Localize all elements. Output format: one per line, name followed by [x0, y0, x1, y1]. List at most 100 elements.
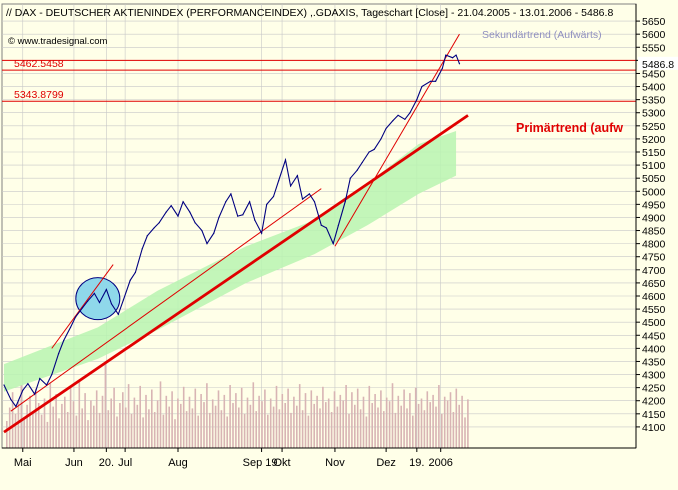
volume-bar [342, 400, 344, 448]
price-point [361, 161, 363, 164]
price-point [153, 227, 155, 229]
price-point [242, 214, 244, 216]
price-point [27, 383, 29, 385]
y-tick-label: 5550 [642, 42, 666, 54]
volume-bar [49, 383, 52, 448]
y-tick-label: 4100 [642, 422, 666, 434]
volume-bar [223, 394, 226, 448]
price-point [39, 377, 41, 380]
volume-bar [278, 409, 281, 448]
volume-bar [90, 400, 92, 448]
volume-bar [84, 393, 86, 448]
volume-bar [200, 394, 202, 448]
volume-bar [406, 408, 408, 448]
volume-bar [371, 403, 373, 448]
volume-bar [35, 388, 37, 448]
x-tick-label: 20. [99, 457, 114, 469]
last-value-label: 5486.8 [642, 59, 674, 71]
price-point [320, 224, 322, 226]
price-point [452, 57, 454, 59]
volume-bar [449, 392, 452, 448]
volume-bar [11, 392, 14, 448]
y-tick-label: 5200 [642, 134, 666, 146]
volume-bar [194, 388, 197, 448]
volume-bar [203, 402, 205, 448]
volume-bar [351, 392, 353, 448]
volume-bar [240, 387, 243, 448]
volume-bar [255, 411, 257, 448]
price-point [397, 114, 399, 116]
volume-bar [345, 385, 347, 448]
volume-bar [327, 398, 330, 448]
price-point [278, 180, 280, 182]
price-point [325, 227, 328, 229]
price-point [134, 271, 136, 274]
volume-bar [269, 398, 272, 448]
watermark: © www.tradesignal.com [8, 36, 107, 47]
volume-bar [322, 386, 324, 448]
volume-bar [319, 408, 321, 448]
volume-bar [148, 409, 150, 448]
volume-bar [362, 396, 365, 448]
volume-bar [185, 411, 188, 448]
y-tick-label: 4350 [642, 356, 666, 368]
volume-bar [330, 412, 333, 448]
volume-bar [284, 403, 286, 448]
volume-bar [374, 394, 376, 448]
price-point [141, 248, 143, 250]
x-tick-label: Aug [168, 457, 188, 469]
price-point [57, 353, 60, 355]
volume-bar [180, 403, 182, 448]
volume-bar [168, 406, 170, 448]
volume-bar [298, 384, 301, 448]
volume-bar [290, 412, 292, 448]
volume-bar [365, 416, 368, 448]
y-tick-label: 5000 [642, 186, 666, 198]
price-point [158, 222, 160, 224]
x-tick-label: Sep 19. [243, 457, 281, 469]
volume-bar [113, 387, 115, 448]
volume-bar [127, 384, 130, 448]
volume-bar [394, 412, 397, 448]
volume-bar [458, 404, 460, 448]
volume-bar [174, 419, 176, 448]
y-tick-label: 5350 [642, 95, 666, 107]
volume-bar [6, 421, 8, 448]
volume-bar [43, 398, 46, 448]
y-tick-label: 4700 [642, 265, 666, 277]
y-tick-label: 5400 [642, 82, 666, 94]
y-tick-label: 4800 [642, 239, 666, 251]
price-point [15, 405, 17, 408]
price-point [337, 224, 339, 226]
volume-bars [6, 364, 469, 448]
price-point [404, 118, 406, 120]
volume-bar [142, 417, 144, 448]
price-point [86, 300, 89, 302]
level-label: 5462.5458 [14, 58, 64, 70]
price-point [225, 201, 227, 203]
volume-bar [81, 408, 83, 448]
volume-bar [409, 393, 411, 448]
x-tick-label: Jul [118, 457, 132, 469]
volume-bar [443, 396, 446, 448]
volume-bar [64, 396, 66, 448]
volume-bar [275, 385, 278, 448]
price-point [189, 211, 191, 213]
price-point [416, 99, 418, 101]
volume-bar [206, 383, 208, 448]
price-point [22, 389, 24, 391]
x-tick-label: Jun [65, 457, 83, 469]
volume-bar [197, 415, 199, 448]
price-point [75, 316, 77, 318]
y-tick-label: 5450 [642, 68, 666, 80]
volume-bar [316, 395, 318, 448]
y-tick-label: 5650 [642, 16, 666, 28]
volume-bar [359, 409, 362, 448]
price-point [356, 169, 358, 171]
volume-bar [29, 395, 31, 448]
secondary-trend-label: Sekundärtrend (Aufwärts) [482, 29, 602, 41]
price-point [63, 339, 65, 342]
y-tick-label: 4900 [642, 212, 666, 224]
volume-bar [441, 413, 443, 448]
